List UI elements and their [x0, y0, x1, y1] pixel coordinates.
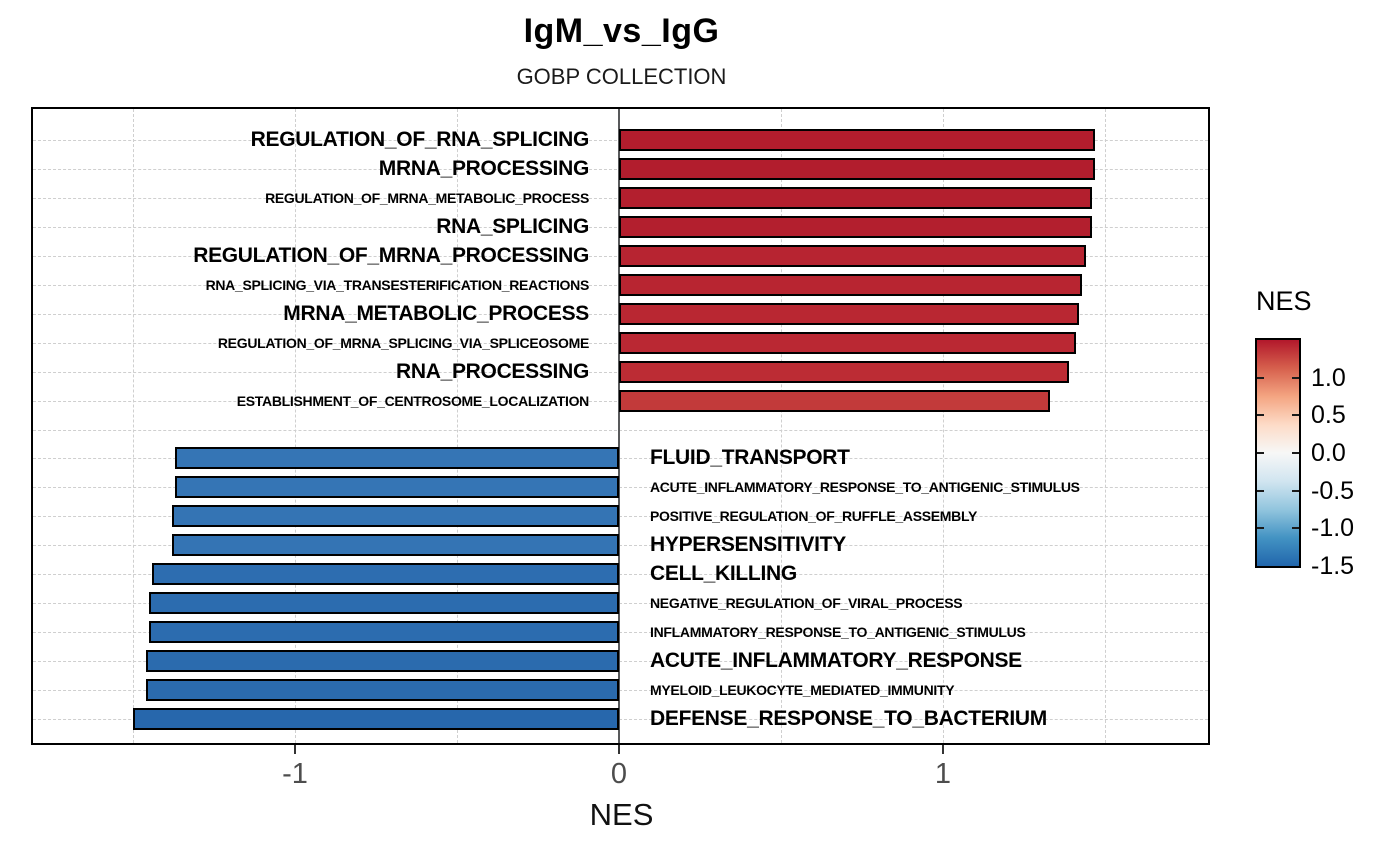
gridline-horizontal: [33, 458, 1208, 460]
gridline-vertical: [781, 109, 782, 743]
bar: [619, 302, 1080, 325]
gridline-horizontal: [33, 574, 1208, 576]
bar: [619, 186, 1093, 209]
bar: [175, 447, 619, 470]
bar: [171, 534, 619, 557]
gridline-vertical: [295, 109, 296, 743]
gridline-vertical: [1105, 109, 1106, 743]
bar-label: NEGATIVE_REGULATION_OF_VIRAL_PROCESS: [650, 595, 963, 612]
bar: [619, 129, 1096, 151]
bar-label: REGULATION_OF_MRNA_SPLICING_VIA_SPLICEOS…: [217, 334, 589, 351]
plot-panel: REGULATION_OF_RNA_SPLICING MRNA_PROCESSIN…: [31, 107, 1210, 745]
bar: [619, 331, 1076, 354]
legend-tick-label: -0.5: [1311, 476, 1355, 505]
legend-tick-mark: [1292, 414, 1299, 417]
bar-label: REGULATION_OF_MRNA_PROCESSING: [193, 243, 589, 267]
x-axis-tick-label: -1: [282, 758, 308, 790]
gridline-horizontal: [33, 487, 1208, 489]
bar-label: ACUTE_INFLAMMATORY_RESPONSE_TO_ANTIGENIC…: [650, 479, 1080, 496]
bar: [133, 708, 619, 730]
legend-tick-mark: [1292, 452, 1299, 454]
gridline-horizontal: [33, 690, 1208, 692]
gridline-horizontal: [33, 661, 1208, 663]
gridline-horizontal: [33, 632, 1208, 634]
bar-label: MRNA_METABOLIC_PROCESS: [283, 301, 589, 325]
legend-tick-mark: [1257, 414, 1264, 417]
legend-tick-mark: [1257, 527, 1264, 530]
x-axis-tick: [294, 745, 296, 754]
legend-tick-mark: [1257, 376, 1264, 379]
x-axis-title: NES: [589, 797, 654, 832]
bar: [619, 273, 1083, 296]
legend-tick-mark: [1257, 452, 1264, 454]
gridline-horizontal: [33, 516, 1208, 518]
x-axis-tick-label: 1: [934, 758, 952, 790]
bar: [619, 360, 1070, 383]
gridline-vertical: [133, 109, 134, 743]
legend-tick-label: 0.5: [1311, 401, 1346, 430]
chart-title: IgM_vs_IgG: [523, 12, 720, 50]
bar-label: RNA_SPLICING_VIA_TRANSESTERIFICATION_REA…: [205, 276, 590, 293]
bar: [619, 215, 1093, 238]
bar-label: ESTABLISHMENT_OF_CENTROSOME_LOCALIZATION: [236, 392, 590, 409]
bar: [149, 621, 619, 644]
gridline-vertical: [943, 109, 944, 743]
bar-label: ACUTE_INFLAMMATORY_RESPONSE: [650, 649, 1022, 673]
bar-label: REGULATION_OF_RNA_SPLICING: [250, 128, 590, 151]
bar: [171, 505, 619, 528]
chart-subtitle: GOBP COLLECTION: [516, 64, 727, 89]
bar-label: MYELOID_LEUKOCYTE_MEDIATED_IMMUNITY: [650, 682, 955, 699]
legend-title: NES: [1256, 286, 1312, 316]
bar-label: CELL_KILLING: [650, 562, 797, 586]
legend-tick-label: 0.0: [1311, 439, 1346, 467]
bar-label: HYPERSENSITIVITY: [650, 533, 846, 557]
legend-tick-label: -1.0: [1311, 514, 1355, 543]
legend-tick-label: 1.0: [1311, 363, 1346, 392]
bar-label: RNA_SPLICING: [436, 214, 589, 238]
bar-label: FLUID_TRANSPORT: [650, 446, 850, 470]
legend-tick-label: -1.5: [1311, 552, 1355, 580]
bar: [145, 650, 619, 673]
x-axis-tick: [618, 745, 620, 754]
bar: [619, 244, 1086, 267]
bar: [175, 476, 619, 499]
bar: [149, 592, 619, 615]
bar: [619, 389, 1050, 412]
x-axis-tick: [942, 745, 944, 754]
gridline-horizontal: [33, 545, 1208, 547]
gridline-horizontal: [33, 603, 1208, 605]
legend-tick-mark: [1292, 527, 1299, 530]
bar-label: POSITIVE_REGULATION_OF_RUFFLE_ASSEMBLY: [650, 508, 977, 525]
legend-tick-mark: [1292, 489, 1299, 492]
legend-tick-mark: [1257, 489, 1264, 492]
bar-label: REGULATION_OF_MRNA_METABOLIC_PROCESS: [265, 189, 589, 206]
gridline-vertical: [457, 109, 458, 743]
bar-label: INFLAMMATORY_RESPONSE_TO_ANTIGENIC_STIMU…: [650, 624, 1026, 641]
bar-label: RNA_PROCESSING: [395, 359, 589, 383]
gridline-horizontal: [33, 719, 1208, 720]
x-axis-tick-label: 0: [610, 758, 628, 790]
legend-tick-mark: [1292, 376, 1299, 379]
bar: [152, 563, 619, 586]
bar-label: DEFENSE_RESPONSE_TO_BACTERIUM: [650, 707, 1047, 730]
bar: [145, 679, 619, 702]
bar-label: MRNA_PROCESSING: [378, 156, 590, 180]
bar: [619, 157, 1096, 180]
gridline-horizontal: [33, 429, 1208, 431]
zero-line: [618, 109, 620, 743]
